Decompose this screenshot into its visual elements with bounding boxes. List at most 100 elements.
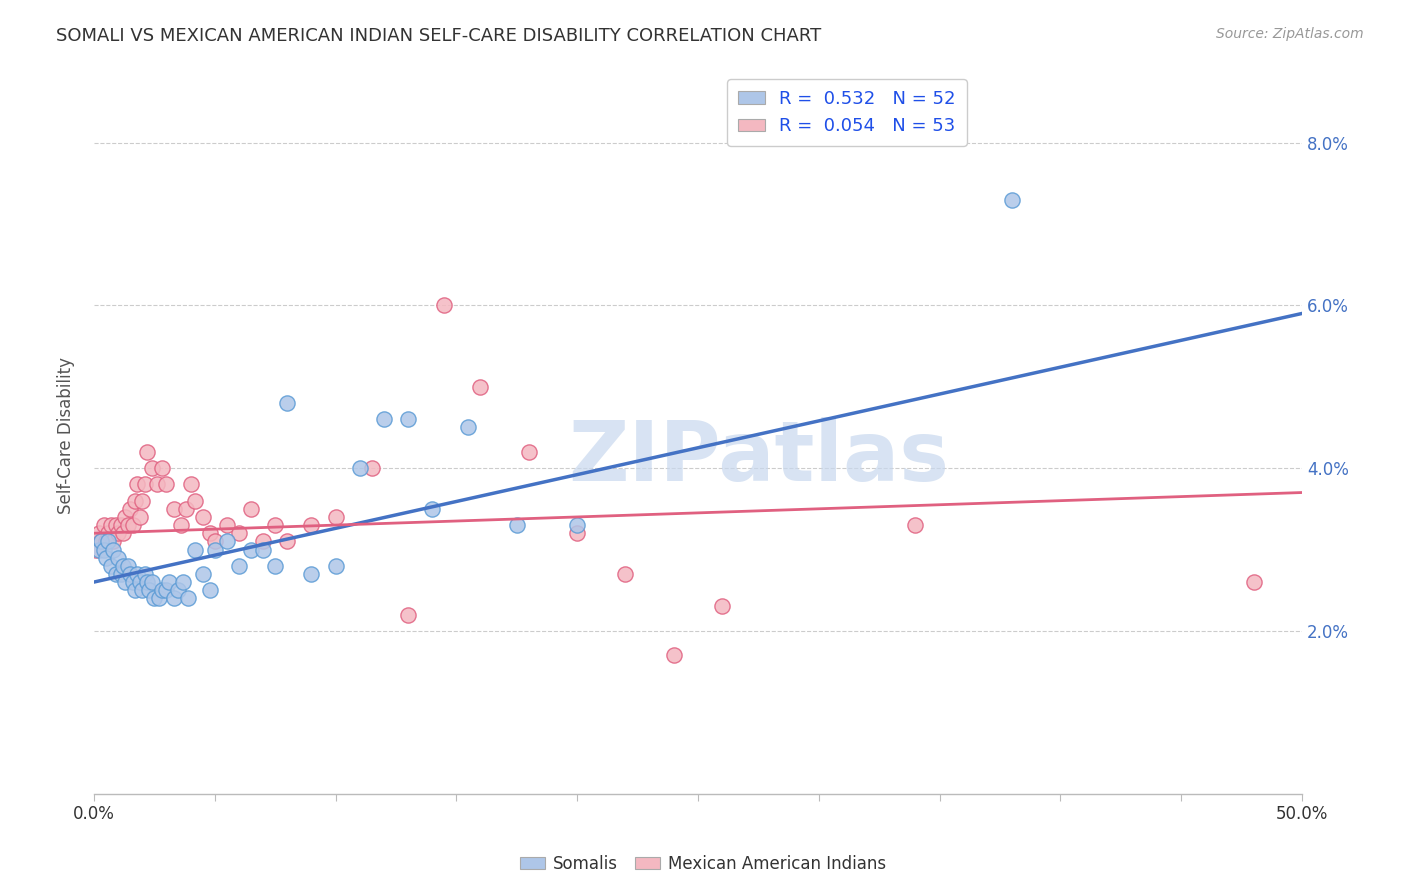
Point [94, 550, 117, 565]
Point [264, 558, 287, 573]
Point [1243, 575, 1265, 590]
Point [100, 558, 122, 573]
Legend: Somalis, Mexican American Indians: Somalis, Mexican American Indians [513, 848, 893, 880]
Point [134, 477, 156, 491]
Point [141, 461, 163, 475]
Point [420, 501, 443, 516]
Point [215, 534, 238, 549]
Point [177, 591, 200, 606]
Point [103, 542, 125, 557]
Point [145, 477, 167, 491]
Point [184, 493, 207, 508]
Point [97, 526, 120, 541]
Point [433, 298, 456, 312]
Point [110, 518, 132, 533]
Point [325, 510, 347, 524]
Point [163, 591, 186, 606]
Point [120, 501, 142, 516]
Point [131, 493, 153, 508]
Point [517, 445, 540, 459]
Point [240, 542, 263, 557]
Point [120, 566, 142, 581]
Point [104, 518, 127, 533]
Point [198, 526, 221, 541]
Y-axis label: Self-Care Disability: Self-Care Disability [58, 357, 75, 514]
Point [157, 575, 180, 590]
Point [87, 526, 110, 541]
Point [170, 518, 193, 533]
Point [228, 526, 250, 541]
Legend: R =  0.532   N = 52, R =  0.054   N = 53: R = 0.532 N = 52, R = 0.054 N = 53 [727, 79, 967, 146]
Point [1001, 193, 1024, 207]
Point [155, 583, 177, 598]
Point [150, 583, 173, 598]
Point [565, 518, 588, 533]
Point [276, 534, 298, 549]
Point [191, 510, 214, 524]
Point [148, 591, 170, 606]
Point [360, 461, 382, 475]
Point [128, 510, 150, 524]
Point [114, 510, 136, 524]
Point [121, 518, 143, 533]
Point [90, 534, 112, 549]
Point [373, 412, 395, 426]
Point [100, 518, 122, 533]
Point [114, 575, 136, 590]
Point [252, 534, 274, 549]
Point [163, 501, 186, 516]
Point [240, 501, 263, 516]
Point [127, 477, 149, 491]
Point [143, 591, 166, 606]
Point [506, 518, 529, 533]
Point [107, 550, 129, 565]
Point [299, 566, 322, 581]
Point [138, 583, 160, 598]
Point [111, 558, 134, 573]
Point [276, 396, 298, 410]
Point [155, 477, 177, 491]
Point [107, 526, 129, 541]
Text: SOMALI VS MEXICAN AMERICAN INDIAN SELF-CARE DISABILITY CORRELATION CHART: SOMALI VS MEXICAN AMERICAN INDIAN SELF-C… [56, 27, 821, 45]
Point [136, 445, 159, 459]
Point [325, 558, 347, 573]
Point [711, 599, 734, 614]
Point [470, 380, 492, 394]
Point [117, 518, 139, 533]
Point [172, 575, 194, 590]
Point [174, 501, 197, 516]
Point [131, 583, 153, 598]
Point [204, 542, 226, 557]
Point [349, 461, 371, 475]
Point [614, 566, 637, 581]
Point [111, 526, 134, 541]
Point [87, 542, 110, 557]
Point [124, 493, 146, 508]
Point [167, 583, 190, 598]
Point [191, 566, 214, 581]
Point [121, 575, 143, 590]
Point [457, 420, 479, 434]
Point [94, 534, 117, 549]
Point [204, 534, 226, 549]
Point [215, 518, 238, 533]
Point [252, 542, 274, 557]
Point [117, 558, 139, 573]
Point [103, 534, 125, 549]
Point [136, 575, 159, 590]
Point [904, 518, 927, 533]
Point [299, 518, 322, 533]
Point [198, 583, 221, 598]
Point [565, 526, 588, 541]
Point [396, 412, 419, 426]
Point [150, 461, 173, 475]
Point [90, 534, 112, 549]
Point [124, 583, 146, 598]
Point [180, 477, 202, 491]
Point [127, 566, 149, 581]
Point [104, 566, 127, 581]
Point [93, 542, 115, 557]
Point [134, 566, 156, 581]
Text: Source: ZipAtlas.com: Source: ZipAtlas.com [1216, 27, 1364, 41]
Point [662, 648, 685, 663]
